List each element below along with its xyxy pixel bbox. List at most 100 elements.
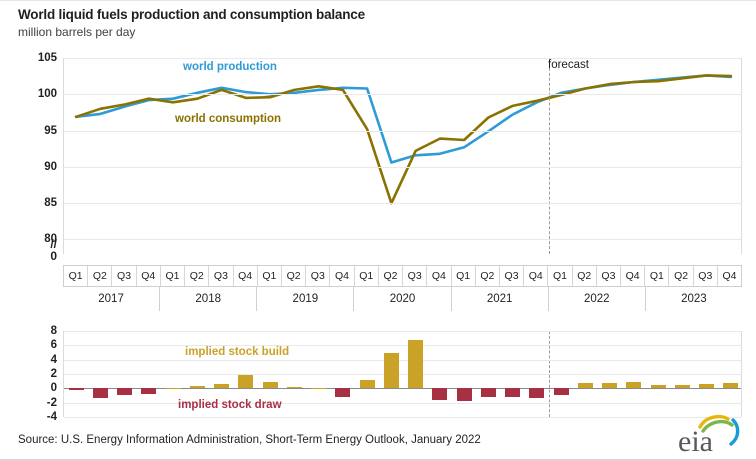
bottom-gridline <box>64 331 741 332</box>
stock-change-bar <box>311 387 327 389</box>
quarter-tick-4: Q1 <box>161 266 186 286</box>
quarter-tick-7: Q4 <box>234 266 258 286</box>
series-label-stock-build: implied stock build <box>185 346 290 358</box>
stock-change-bar <box>117 388 133 395</box>
axis-break-marker: // <box>50 237 57 251</box>
quarter-tick-16: Q1 <box>452 266 476 286</box>
quarter-tick-27: Q4 <box>722 270 737 282</box>
quarter-tick-24: Q1 <box>645 266 670 286</box>
quarter-tick-9: Q2 <box>282 266 307 286</box>
stock-change-bar <box>189 386 205 389</box>
quarter-tick-13: Q2 <box>379 266 404 286</box>
stock-change-bar <box>650 384 666 389</box>
quarter-tick-1: Q2 <box>88 266 113 286</box>
bottom-gridline <box>64 402 741 404</box>
year-tick-2023: 2023 <box>681 293 707 305</box>
stock-change-bar <box>480 388 496 397</box>
top-gridline <box>64 58 741 59</box>
quarter-axis-labels: Q1 Q2 Q3 Q4 Q1 Q2 Q3 Q4 Q1 Q2 Q3 Q4 Q1 Q2 Q3 Q4 Q1 Q2 Q3 Q4… <box>63 265 742 287</box>
year-tick-2021: 2021 <box>452 287 549 311</box>
year-tick-2020: 2020 <box>354 287 452 311</box>
bottom-y-tick-label: 8 <box>50 325 57 337</box>
stock-change-bar <box>141 388 157 395</box>
top-gridline <box>64 203 741 205</box>
stock-change-plot-area <box>63 331 742 418</box>
quarter-tick-22: Q3 <box>597 266 622 286</box>
year-tick-2022: 2022 <box>549 287 646 311</box>
line-world-consumption <box>74 74 733 205</box>
year-tick-2019: 2019 <box>257 287 355 311</box>
quarter-tick-17: Q2 <box>476 266 500 286</box>
stock-change-bar <box>262 381 278 389</box>
quarter-tick-10: Q3 <box>306 266 331 286</box>
quarter-tick-0: Q1 <box>64 266 89 286</box>
quarter-tick-5: Q2 <box>185 266 210 286</box>
stock-change-bar <box>408 339 424 389</box>
stock-change-bar <box>238 375 254 389</box>
quarter-tick-2: Q3 <box>112 266 137 286</box>
stock-change-bar <box>505 388 521 397</box>
stock-change-bar <box>553 388 569 395</box>
forecast-label-top: forecast <box>548 59 589 71</box>
quarter-tick-3: Q4 <box>137 266 161 286</box>
stock-change-bar <box>626 381 642 389</box>
stock-change-bar <box>383 352 399 389</box>
top-gridline <box>64 239 741 241</box>
stock-change-bar <box>165 387 181 389</box>
bottom-gridline <box>64 417 741 418</box>
quarter-tick-19: Q4 <box>524 266 549 286</box>
bottom-chart-y-axis: 8 6 4 2 0 -2 -4 <box>0 325 57 423</box>
bottom-y-tick-label: 6 <box>50 339 57 352</box>
quarter-tick-11: Q4 <box>330 266 355 286</box>
stock-change-bar <box>286 386 302 389</box>
stock-change-bar <box>602 382 618 389</box>
top-y-tick-label: 90 <box>44 160 57 173</box>
top-y-tick-label: 85 <box>44 197 57 210</box>
quarter-tick-15: Q4 <box>427 266 452 286</box>
page-title: World liquid fuels production and consum… <box>18 7 365 22</box>
top-axis-zero-label: 0 <box>50 249 57 263</box>
year-axis-labels: 2017 2018 2019 2020 2021 2022 2023 <box>63 287 742 311</box>
year-tick-2018: 2018 <box>160 287 258 311</box>
top-gridline <box>64 166 741 168</box>
bottom-gridline <box>64 374 741 375</box>
bottom-y-tick-label: -2 <box>46 396 57 409</box>
top-gridline <box>64 94 741 96</box>
quarter-tick-14: Q3 <box>403 266 428 286</box>
top-chart-plot-area <box>63 58 742 254</box>
chart-units-subtitle: million barrels per day <box>18 25 136 39</box>
stock-change-bar <box>92 388 108 398</box>
quarter-tick-21: Q2 <box>573 266 597 286</box>
bottom-zero-axis <box>64 388 741 390</box>
stock-change-bar <box>335 388 351 397</box>
bottom-y-tick-label: 2 <box>50 368 57 380</box>
stock-change-bar <box>699 384 715 389</box>
stock-change-bar <box>68 388 84 390</box>
bottom-y-tick-label: -4 <box>46 411 57 423</box>
series-label-stock-draw: implied stock draw <box>178 399 282 411</box>
eia-logo-text: eia <box>678 425 713 457</box>
series-label-production: world production <box>183 61 277 73</box>
stock-change-bar <box>456 388 472 402</box>
quarter-tick-6: Q3 <box>209 266 234 286</box>
bottom-gridline <box>64 359 741 361</box>
stock-change-bar <box>529 388 545 398</box>
stock-change-bar <box>674 384 690 389</box>
stock-change-bar <box>577 383 593 389</box>
stock-change-bar <box>723 382 739 389</box>
forecast-divider-top <box>549 58 550 254</box>
series-label-consumption: world consumption <box>175 113 282 125</box>
source-note: Source: U.S. Energy Information Administ… <box>18 434 481 446</box>
stock-change-bar <box>432 388 448 400</box>
quarter-tick-18: Q3 <box>500 266 525 286</box>
top-gridline <box>64 130 741 132</box>
top-y-tick-label: 105 <box>37 52 57 64</box>
quarter-tick-26: Q3 <box>694 266 718 286</box>
bottom-y-tick-label: 0 <box>50 382 57 395</box>
eia-logo: eia <box>678 414 740 457</box>
production-consumption-lines <box>74 74 733 205</box>
bottom-gridline <box>64 345 741 347</box>
quarter-tick-12: Q1 <box>355 266 379 286</box>
top-chart-y-axis: 105 100 95 90 85 80 <box>0 52 57 254</box>
